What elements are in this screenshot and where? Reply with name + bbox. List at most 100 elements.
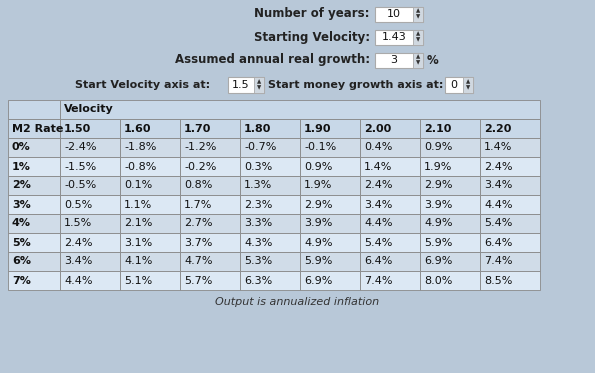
Text: 3.9%: 3.9% [424, 200, 452, 210]
Text: Output is annualized inflation: Output is annualized inflation [215, 297, 380, 307]
Bar [240, 176, 300, 195]
Bar [60, 157, 120, 176]
Text: ▲: ▲ [416, 31, 420, 37]
Bar [360, 195, 420, 214]
Text: 1.70: 1.70 [184, 123, 211, 134]
Bar [120, 176, 180, 195]
Bar [420, 138, 480, 157]
Bar [120, 119, 180, 138]
Bar [360, 157, 420, 176]
Text: 1.1%: 1.1% [124, 200, 152, 210]
Text: 1.4%: 1.4% [364, 162, 392, 172]
Text: 3.4%: 3.4% [64, 257, 92, 266]
Text: 2.10: 2.10 [424, 123, 452, 134]
Bar [8, 195, 60, 214]
Bar [413, 29, 423, 44]
Bar [300, 157, 360, 176]
Bar [120, 252, 180, 271]
Bar [60, 195, 120, 214]
Text: 4.7%: 4.7% [184, 257, 212, 266]
Bar [375, 53, 423, 68]
Bar [180, 138, 240, 157]
Text: 10: 10 [387, 9, 401, 19]
Text: 5.4%: 5.4% [364, 238, 392, 248]
Text: 2.3%: 2.3% [244, 200, 273, 210]
Text: -0.1%: -0.1% [304, 142, 336, 153]
Text: 1.9%: 1.9% [424, 162, 452, 172]
Bar [300, 271, 360, 290]
Text: 0.1%: 0.1% [124, 181, 152, 191]
Bar [480, 271, 540, 290]
Bar [180, 176, 240, 195]
Bar [420, 271, 480, 290]
Bar [480, 119, 540, 138]
Text: Number of years:: Number of years: [255, 7, 370, 21]
Bar [8, 176, 60, 195]
Text: 5.3%: 5.3% [244, 257, 273, 266]
Bar [254, 77, 264, 93]
Text: -2.4%: -2.4% [64, 142, 96, 153]
Text: Starting Velocity:: Starting Velocity: [254, 31, 370, 44]
Text: ▼: ▼ [416, 15, 420, 19]
Bar [480, 233, 540, 252]
Bar [180, 252, 240, 271]
Bar [360, 119, 420, 138]
Text: 2.4%: 2.4% [484, 162, 512, 172]
Text: -1.5%: -1.5% [64, 162, 96, 172]
Text: ▼: ▼ [466, 86, 470, 91]
Text: -0.8%: -0.8% [124, 162, 156, 172]
Text: 4.1%: 4.1% [124, 257, 152, 266]
Bar [120, 214, 180, 233]
Bar [8, 233, 60, 252]
Text: ▼: ▼ [416, 60, 420, 66]
Text: -1.8%: -1.8% [124, 142, 156, 153]
Bar [60, 119, 120, 138]
Text: Velocity: Velocity [64, 104, 114, 115]
Text: 7%: 7% [12, 276, 31, 285]
Text: 3: 3 [390, 55, 397, 65]
Bar [480, 195, 540, 214]
Text: 6.9%: 6.9% [304, 276, 333, 285]
Bar [60, 138, 120, 157]
Text: -0.5%: -0.5% [64, 181, 96, 191]
Text: 0%: 0% [12, 142, 31, 153]
Bar [463, 77, 473, 93]
Text: 1.60: 1.60 [124, 123, 152, 134]
Bar [180, 157, 240, 176]
Bar [60, 214, 120, 233]
Bar [228, 77, 264, 93]
Text: 3.1%: 3.1% [124, 238, 152, 248]
Bar [240, 252, 300, 271]
Text: 0: 0 [450, 80, 458, 90]
Text: 2.1%: 2.1% [124, 219, 152, 229]
Text: Assumed annual real growth:: Assumed annual real growth: [175, 53, 370, 66]
Text: 8.0%: 8.0% [424, 276, 452, 285]
Text: 5.1%: 5.1% [124, 276, 152, 285]
Bar [120, 195, 180, 214]
Text: 1.7%: 1.7% [184, 200, 212, 210]
Text: 1.50: 1.50 [64, 123, 91, 134]
Bar [8, 100, 60, 119]
Bar [420, 195, 480, 214]
Bar [300, 252, 360, 271]
Bar [120, 233, 180, 252]
Bar [360, 233, 420, 252]
Text: 5.4%: 5.4% [484, 219, 512, 229]
Bar [360, 214, 420, 233]
Bar [120, 138, 180, 157]
Text: 6%: 6% [12, 257, 31, 266]
Bar [240, 195, 300, 214]
Text: 4%: 4% [12, 219, 31, 229]
Text: 1.43: 1.43 [381, 32, 406, 42]
Bar [8, 214, 60, 233]
Text: -0.7%: -0.7% [244, 142, 276, 153]
Bar [240, 233, 300, 252]
Text: 3.4%: 3.4% [364, 200, 392, 210]
Text: 8.5%: 8.5% [484, 276, 512, 285]
Text: ▲: ▲ [466, 79, 470, 84]
Text: 4.9%: 4.9% [424, 219, 453, 229]
Bar [180, 214, 240, 233]
Text: 6.3%: 6.3% [244, 276, 273, 285]
Bar [240, 157, 300, 176]
Text: 3.3%: 3.3% [244, 219, 273, 229]
